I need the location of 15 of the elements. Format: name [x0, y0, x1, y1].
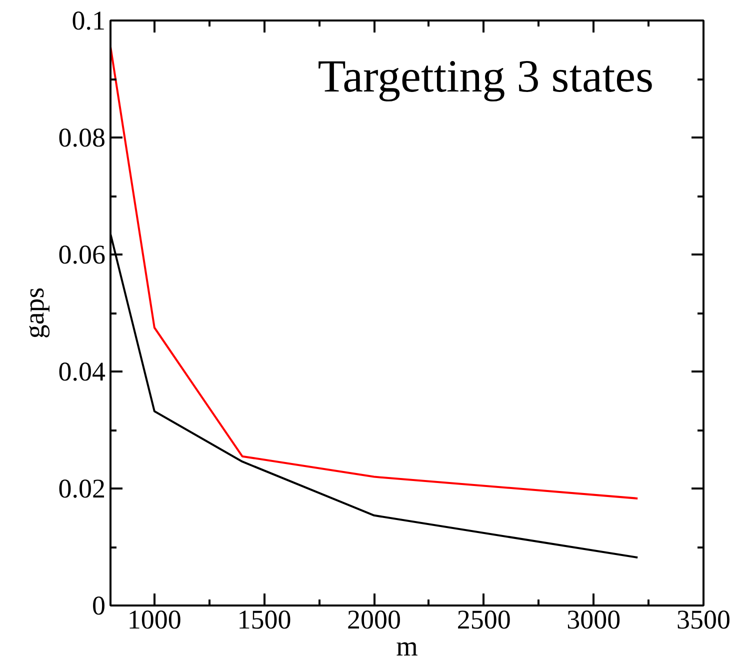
x-tick-label: 3500	[676, 604, 730, 634]
y-tick-label: 0.06	[58, 240, 106, 270]
y-tick-label: 0.02	[58, 474, 106, 504]
x-axis-title: m	[396, 632, 418, 662]
y-axis-title: gaps	[19, 287, 50, 339]
x-tick-label: 2000	[347, 604, 402, 634]
y-tick-label: 0.1	[72, 6, 106, 36]
y-tick-label: 0	[92, 590, 106, 620]
x-tick-label: 2500	[456, 604, 511, 634]
x-tick-label: 1500	[237, 604, 292, 634]
y-tick-label: 0.08	[58, 122, 106, 152]
x-tick-label: 1000	[127, 604, 182, 634]
y-tick-label: 0.04	[58, 356, 106, 386]
annotation: Targetting 3 states	[318, 50, 654, 102]
x-tick-label: 3000	[566, 604, 621, 634]
